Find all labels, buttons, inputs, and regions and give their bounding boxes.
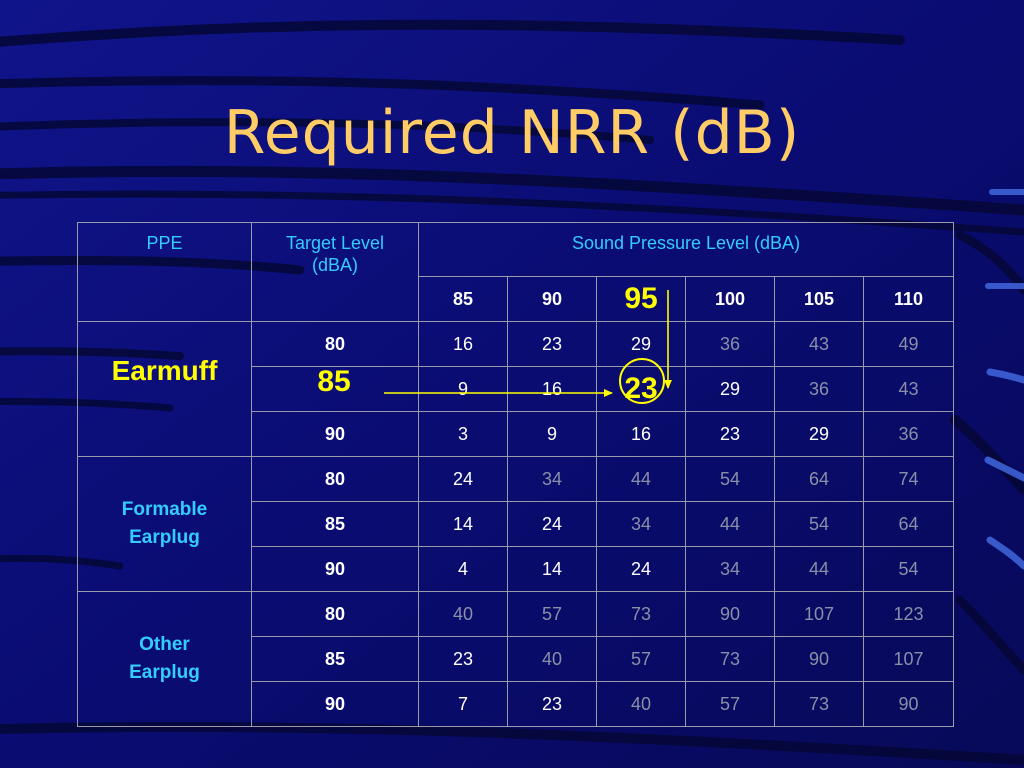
nrr-cell: 57 — [685, 681, 775, 727]
spl-col-100: 100 — [685, 276, 775, 322]
nrr-cell: 43 — [863, 366, 954, 412]
nrr-cell: 36 — [685, 321, 775, 367]
target-level: 85 — [251, 636, 419, 682]
nrr-cell: 44 — [774, 546, 864, 592]
slide-title: Required NRR (dB) — [223, 98, 801, 168]
nrr-cell: 123 — [863, 591, 954, 637]
nrr-cell: 24 — [418, 456, 508, 502]
nrr-table: PPE Target Level (dBA) Sound Pressure Le… — [77, 222, 954, 727]
header-target-level-text: Target Level (dBA) — [285, 233, 385, 275]
nrr-cell: 54 — [863, 546, 954, 592]
nrr-cell: 107 — [863, 636, 954, 682]
target-level-highlighted — [251, 366, 419, 412]
nrr-cell: 49 — [863, 321, 954, 367]
nrr-cell: 90 — [685, 591, 775, 637]
nrr-cell: 43 — [774, 321, 864, 367]
nrr-cell: 23 — [507, 681, 597, 727]
table-row: 90 3 9 16 23 29 36 — [78, 411, 954, 457]
nrr-cell: 14 — [507, 546, 597, 592]
spl-col-85: 85 — [418, 276, 508, 322]
target-level: 80 — [251, 321, 419, 367]
header-target-level: Target Level (dBA) — [251, 222, 419, 322]
nrr-cell: 40 — [418, 591, 508, 637]
nrr-cell: 73 — [774, 681, 864, 727]
target-level: 85 — [251, 501, 419, 547]
nrr-cell: 90 — [863, 681, 954, 727]
ppe-formable-earplug: Formable Earplug — [77, 456, 252, 592]
nrr-cell: 57 — [596, 636, 686, 682]
spl-col-95-highlighted: 95 — [596, 276, 686, 322]
nrr-cell: 14 — [418, 501, 508, 547]
nrr-cell: 54 — [685, 456, 775, 502]
nrr-cell: 24 — [596, 546, 686, 592]
nrr-cell: 64 — [863, 501, 954, 547]
nrr-cell: 29 — [596, 321, 686, 367]
nrr-cell: 29 — [774, 411, 864, 457]
target-level: 90 — [251, 546, 419, 592]
target-level: 90 — [251, 681, 419, 727]
nrr-cell: 34 — [685, 546, 775, 592]
nrr-cell: 9 — [507, 411, 597, 457]
nrr-cell: 57 — [507, 591, 597, 637]
nrr-cell-highlighted: 23 — [596, 366, 686, 412]
target-level: 90 — [251, 411, 419, 457]
nrr-cell: 40 — [596, 681, 686, 727]
spl-col-110: 110 — [863, 276, 954, 322]
nrr-cell: 9 — [418, 366, 508, 412]
spl-col-90: 90 — [507, 276, 597, 322]
target-level: 80 — [251, 591, 419, 637]
nrr-cell: 4 — [418, 546, 508, 592]
nrr-cell: 44 — [596, 456, 686, 502]
nrr-cell: 40 — [507, 636, 597, 682]
nrr-cell: 24 — [507, 501, 597, 547]
ppe-earmuff: Earmuff — [77, 321, 252, 457]
table-row: Other Earplug 80 40 57 73 90 107 123 — [77, 591, 954, 727]
table-row: Formable Earplug 80 24 34 44 54 64 74 — [77, 456, 954, 592]
header-sound-pressure-level: Sound Pressure Level (dBA) — [418, 222, 954, 277]
nrr-cell: 74 — [863, 456, 954, 502]
ppe-other-earplug-label: Other Earplug — [129, 634, 200, 683]
nrr-cell: 34 — [596, 501, 686, 547]
nrr-cell: 7 — [418, 681, 508, 727]
nrr-cell: 16 — [596, 411, 686, 457]
nrr-cell: 23 — [418, 636, 508, 682]
nrr-cell: 90 — [774, 636, 864, 682]
header-ppe: PPE — [77, 222, 252, 322]
ppe-other-earplug: Other Earplug — [77, 591, 252, 727]
nrr-cell: 3 — [418, 411, 508, 457]
nrr-cell: 107 — [774, 591, 864, 637]
nrr-cell: 64 — [774, 456, 864, 502]
nrr-cell: 36 — [863, 411, 954, 457]
nrr-cell: 34 — [507, 456, 597, 502]
nrr-cell: 54 — [774, 501, 864, 547]
nrr-cell: 73 — [596, 591, 686, 637]
table-row: Earmuff 80 16 23 29 36 43 49 — [77, 321, 954, 457]
spl-col-105: 105 — [774, 276, 864, 322]
nrr-cell: 44 — [685, 501, 775, 547]
table-row: 85 14 24 34 44 54 64 — [78, 501, 954, 547]
nrr-cell: 16 — [418, 321, 508, 367]
ppe-formable-earplug-label: Formable Earplug — [121, 499, 208, 548]
highlight-target-85: 85 — [317, 365, 351, 398]
table-row: 90 7 23 40 57 73 90 — [78, 681, 954, 727]
nrr-cell: 29 — [685, 366, 775, 412]
nrr-cell: 16 — [507, 366, 597, 412]
target-level: 80 — [251, 456, 419, 502]
nrr-cell: 23 — [685, 411, 775, 457]
nrr-cell: 73 — [685, 636, 775, 682]
nrr-cell: 36 — [774, 366, 864, 412]
table-row: 85 23 40 57 73 90 107 — [78, 636, 954, 682]
nrr-cell: 23 — [507, 321, 597, 367]
